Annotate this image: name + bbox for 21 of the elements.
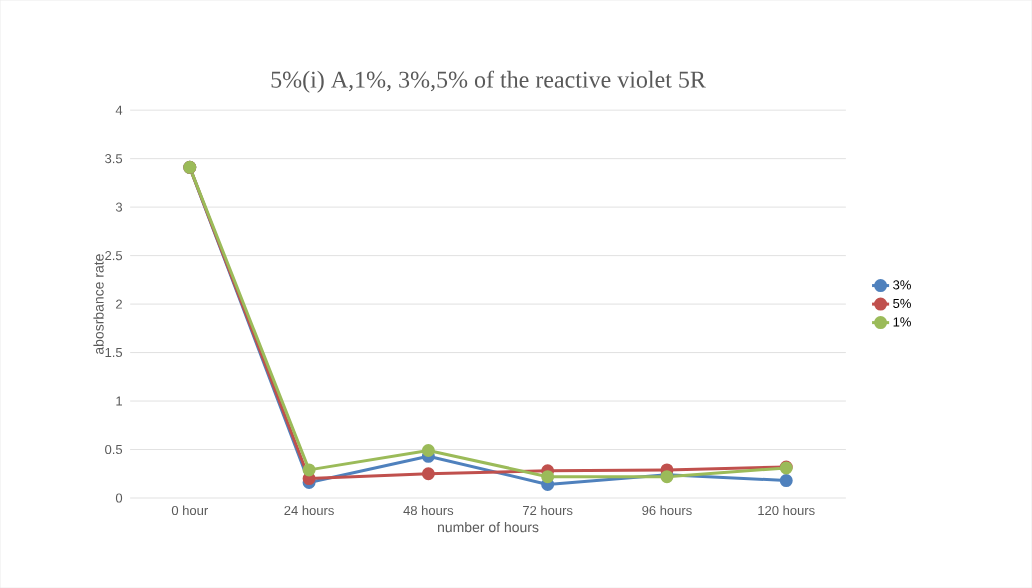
x-tick-label: 48 hours [403,505,454,515]
x-axis-title: number of hours [437,521,539,533]
y-axis-title: abosrbance rate [93,254,104,354]
y-tick-label: 0 [115,493,123,503]
x-tick-label: 0 hour [171,505,208,515]
y-tick-label: 3.5 [105,153,123,164]
legend-label: 1% [893,317,911,327]
x-tick-label: 72 hours [523,505,573,515]
x-tick-label: 96 hours [642,505,692,515]
y-tick-label: 1 [116,396,122,406]
legend-label: 3% [893,280,911,290]
x-tick-label: 24 hours [284,505,334,515]
chart-title: 5%(i) A,1%, 3%,5% of the reactive violet 5R [271,70,706,93]
y-tick-label: 3 [115,202,123,212]
y-tick-label: 2 [116,299,122,309]
legend-label: 5% [893,298,911,308]
y-tick-label: 1.5 [105,347,123,358]
x-tick-label: 120 hours [758,505,815,515]
y-tick-label: 0.5 [105,444,123,455]
y-tick-label: 2.5 [105,250,123,261]
y-tick-label: 4 [115,105,123,115]
